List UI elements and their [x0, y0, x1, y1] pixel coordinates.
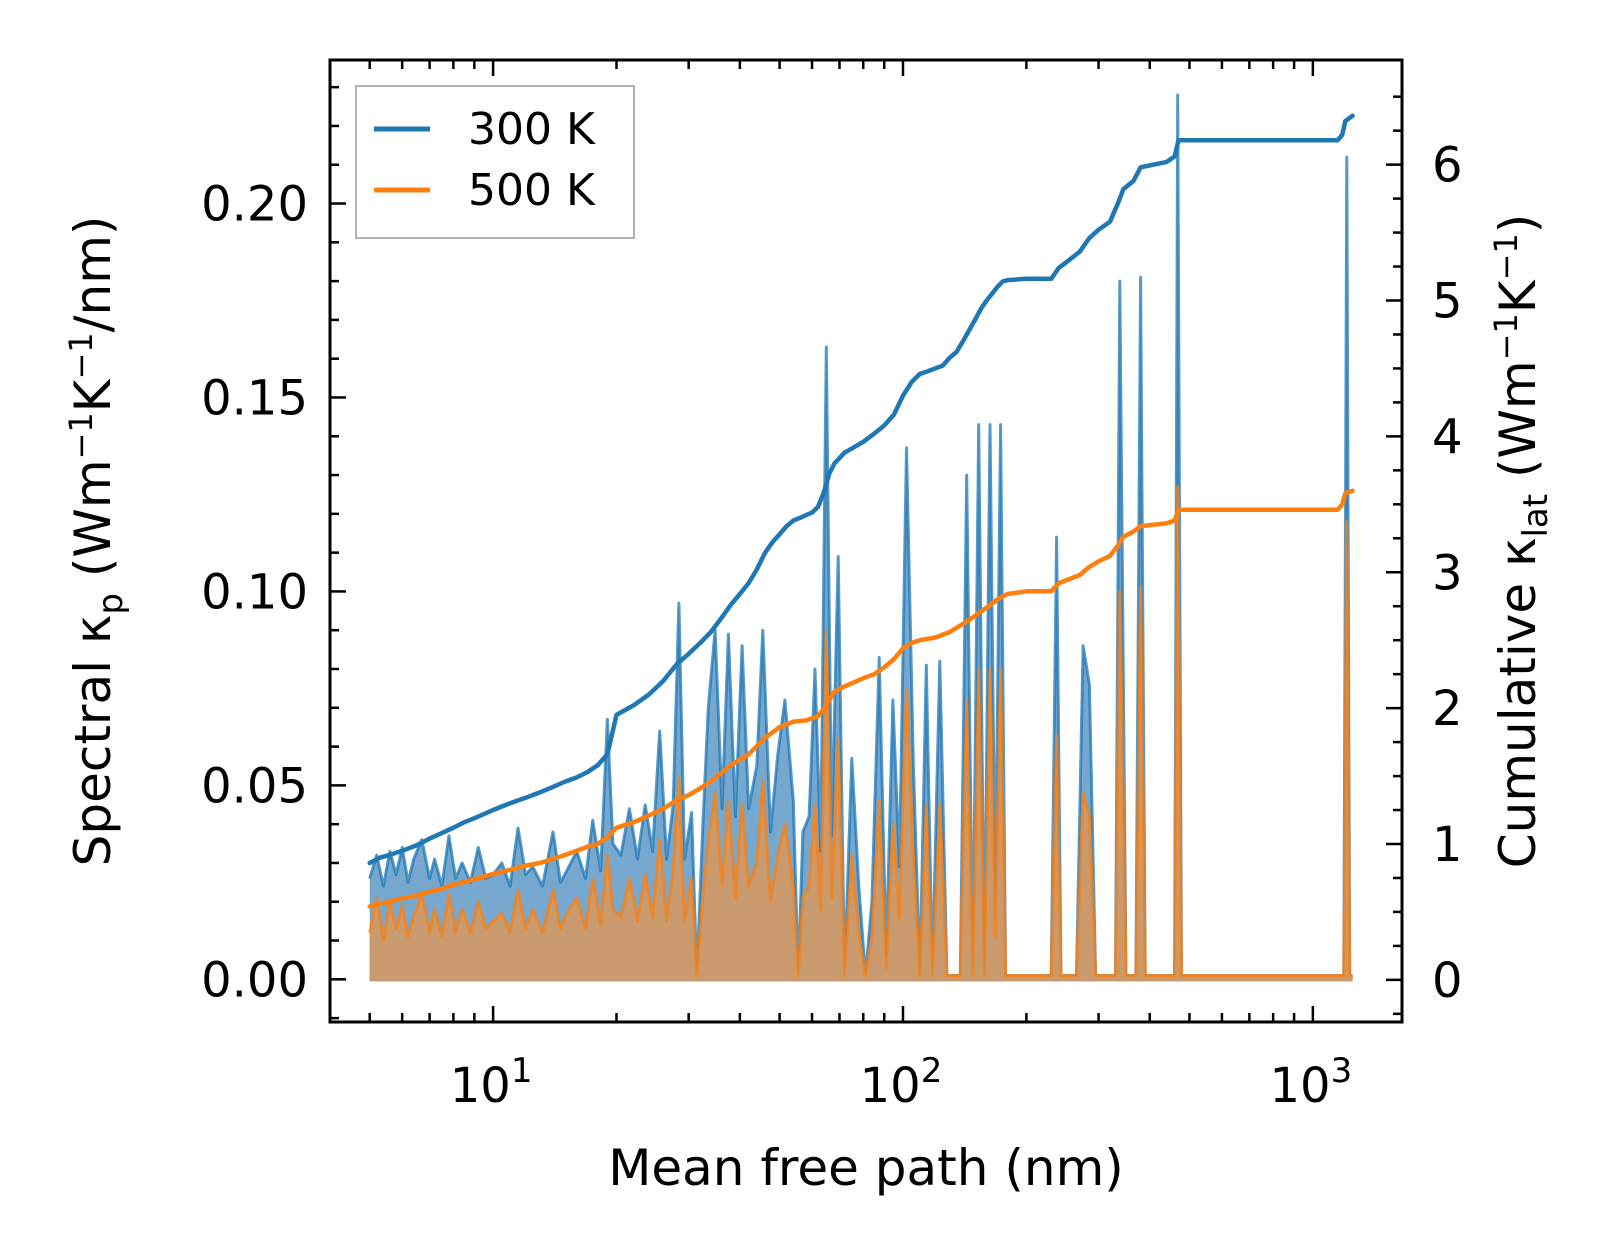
cumulative-line-300k [367, 113, 1355, 866]
x-axis-label: Mean free path (nm) [608, 1139, 1124, 1197]
x-tick-label: 101 [450, 1051, 533, 1114]
y-right-tick-label: 2 [1432, 681, 1463, 737]
y-right-tick-label: 3 [1432, 545, 1463, 601]
ticks: 101 102 103 0.00 0.05 0.10 0.15 0.20 0 1 2 3 4 5 6 [201, 60, 1463, 1114]
y-axis-right-label: Cumulative κlat (Wm−1K−1) [1487, 214, 1556, 869]
y-left-tick-label: 0.10 [201, 564, 308, 620]
y-right-tick-label: 4 [1432, 409, 1463, 465]
spectral-line-500k [368, 485, 1353, 977]
cumulative-line-500k [367, 488, 1355, 909]
y-axis-left-label: Spectral κp (Wm−1K−1/nm) [62, 216, 131, 867]
legend-frame [355, 85, 635, 239]
legend: 300 K 500 K [355, 85, 635, 239]
y-right-tick-label: 5 [1432, 274, 1463, 330]
y-left-tick-label: 0.20 [201, 177, 308, 233]
legend-label-500k: 500 K [468, 165, 596, 216]
x-tick-label: 103 [1269, 1051, 1352, 1114]
y-right-tick-label: 0 [1432, 953, 1463, 1009]
plot-area [367, 93, 1355, 982]
y-right-tick-label: 1 [1432, 817, 1463, 873]
y-right-tick-label: 6 [1432, 138, 1463, 194]
y-left-tick-label: 0.00 [201, 952, 308, 1008]
spectral-area-300k [369, 94, 1353, 980]
y-left-tick-label: 0.05 [201, 758, 308, 814]
spectral-line-300k [368, 93, 1353, 977]
legend-label-300k: 300 K [468, 104, 596, 155]
x-tick-label: 102 [860, 1051, 943, 1114]
y-left-tick-label: 0.15 [201, 370, 308, 426]
plot-frame [328, 58, 1404, 1024]
